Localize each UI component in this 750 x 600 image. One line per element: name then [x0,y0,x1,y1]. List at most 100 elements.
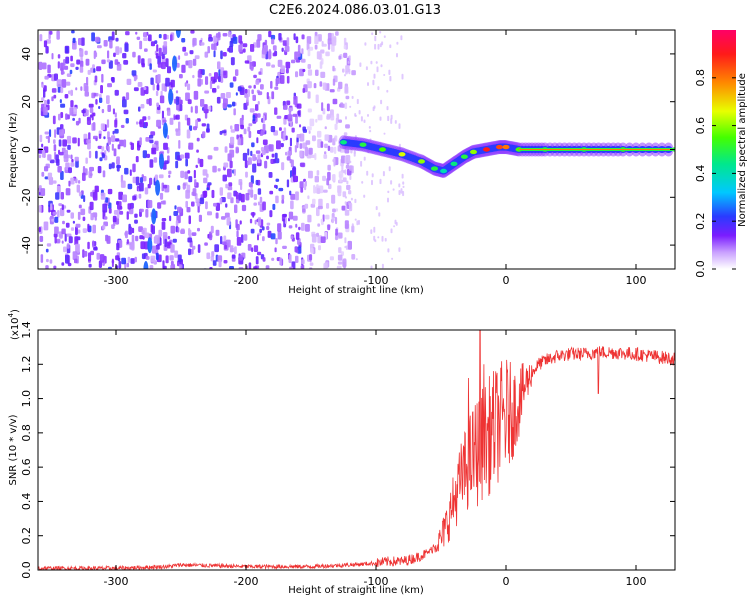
noise-cell [255,104,259,111]
noise-cell [383,35,386,38]
noise-cell [137,55,141,64]
noise-cell [43,106,48,116]
noise-cell [324,134,330,141]
noise-cell [275,178,280,182]
noise-cell [149,159,154,168]
noise-cell [70,89,73,96]
noise-cell [267,230,272,238]
noise-cell [320,141,324,148]
noise-cell [185,200,188,208]
noise-cell [52,180,57,184]
noise-cell [213,79,217,83]
snr-series-line [38,330,675,570]
noise-cell [228,182,233,187]
noise-cell [342,177,347,183]
noise-cell [98,106,101,110]
noise-cell [80,86,83,91]
noise-cell [172,238,177,243]
noise-cell [198,68,201,78]
noise-cell [379,31,382,34]
noise-cell [327,224,331,231]
noise-cell [192,74,195,79]
noise-cell [180,154,185,159]
noise-cell [86,116,91,125]
noise-cell [309,118,315,127]
noise-cell [119,47,122,54]
noise-cell [344,169,347,175]
noise-cell [289,190,292,196]
noise-cell [145,256,150,260]
noise-cell [133,87,139,92]
noise-cell [138,106,141,112]
noise-cell [330,115,335,121]
noise-cell [156,102,159,108]
noise-cell [111,31,115,41]
noise-cell [294,246,298,253]
noise-cell [345,124,350,129]
noise-cell [233,108,236,116]
noise-cell [126,78,132,85]
noise-cell [186,129,191,139]
noise-cell [255,256,259,265]
noise-cell [53,233,58,238]
noise-cell [57,61,60,69]
noise-cell [388,166,391,172]
noise-cell [149,63,152,70]
noise-cell [188,215,191,225]
noise-cell [215,33,221,38]
noise-cell [351,254,356,260]
noise-cell [280,75,285,84]
noise-cell [188,60,193,69]
noise-cell [114,128,119,134]
noise-cell [185,189,190,199]
noise-cell [340,102,344,108]
noise-cell [70,212,74,219]
noise-cell [298,226,301,231]
noise-cell [222,33,228,37]
noise-cell [335,217,338,225]
dispersed-track-point [151,208,157,225]
noise-cell [102,224,106,230]
noise-cell [345,116,347,120]
colorbar-tick-label: 0.2 [694,212,707,230]
noise-cell [218,260,222,268]
noise-cell [82,172,86,181]
noise-cell [143,32,148,38]
noise-cell [229,160,233,169]
noise-cell [253,84,256,89]
noise-cell [371,32,374,36]
snr-xlabel: Height of straight line (km) [288,585,424,596]
noise-cell [259,228,262,233]
noise-cell [271,153,275,158]
noise-cell [78,191,82,197]
noise-cell [184,152,190,159]
noise-cell [251,89,254,95]
noise-cell [348,68,351,75]
noise-cell [146,153,150,158]
noise-cell [268,30,272,38]
noise-cell [368,126,371,129]
noise-cell [137,82,143,87]
noise-cell [175,96,179,105]
noise-cell [228,45,233,53]
noise-cell [286,75,290,84]
noise-cell [345,205,348,211]
noise-cell [122,194,127,203]
noise-cell [47,135,50,144]
noise-cell [86,139,91,144]
noise-cell [314,44,318,50]
noise-cell [216,96,221,104]
noise-cell [325,51,330,57]
signal-point [450,161,458,166]
noise-cell [95,99,98,105]
noise-cell [56,238,61,243]
noise-cell [66,73,72,77]
noise-cell [252,94,256,101]
noise-cell [290,200,294,210]
noise-cell [87,223,90,232]
noise-cell [70,63,75,68]
noise-cell [341,164,344,171]
noise-cell [115,255,120,261]
noise-cell [75,223,81,228]
noise-cell [64,233,67,242]
